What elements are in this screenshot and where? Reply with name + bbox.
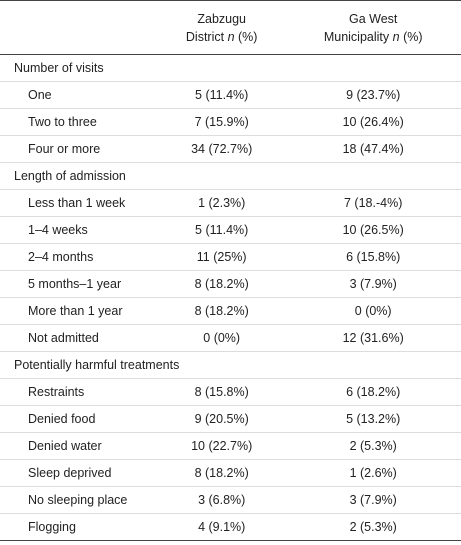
cell-value: 4 (9.1%) — [198, 520, 246, 534]
header-line: District — [185, 29, 225, 44]
cell-value: 0 (0%) — [158, 324, 286, 352]
cell-value: 34 (72.7%) — [158, 135, 286, 163]
cell-value: 6 (18.2%) — [285, 378, 461, 406]
cell-value: 8 (18.2%) — [158, 459, 286, 487]
row-label: Four or more — [0, 135, 158, 163]
cell-value: 6 (15.8%) — [285, 243, 461, 271]
data-row: Denied food 9 (20.5%) 5 (13.2%) — [0, 405, 461, 433]
cell-value: 10 (26.5%) — [285, 216, 461, 244]
cell-value: 3 (7.9%) — [285, 270, 461, 298]
data-row: Restraints 8 (15.8%) 6 (18.2%) — [0, 378, 461, 406]
data-row: Four or more 34 (72.7%) 18 (47.4%) — [0, 135, 461, 163]
cell-value: 2 (5.3%) — [285, 432, 461, 460]
row-label: Flogging — [28, 520, 76, 534]
cell-value: 7 (15.9%) — [158, 108, 286, 136]
row-label: Sleep deprived — [0, 459, 158, 487]
header-line: Municipality — [323, 29, 390, 44]
cell-value: 1 (2.6%) — [285, 459, 461, 487]
data-row: No sleeping place 3 (6.8%) 3 (7.9%) — [0, 486, 461, 514]
header-unit: (%) — [238, 29, 258, 44]
row-label: Restraints — [0, 378, 158, 406]
cell-value: 10 (22.7%) — [158, 432, 286, 460]
row-label: Less than 1 week — [0, 189, 158, 217]
header-line: Ga West — [348, 11, 398, 26]
header-italic: n — [227, 29, 235, 44]
data-row: Two to three 7 (15.9%) 10 (26.4%) — [0, 108, 461, 136]
row-label: More than 1 year — [0, 297, 158, 325]
data-row: Less than 1 week 1 (2.3%) 7 (18.-4%) — [0, 189, 461, 217]
row-label: Not admitted — [0, 324, 158, 352]
row-label: No sleeping place — [0, 486, 158, 514]
row-label: Denied food — [0, 405, 158, 433]
data-row: 2–4 months 11 (25%) 6 (15.8%) — [0, 243, 461, 271]
cell-value: 3 (7.9%) — [285, 486, 461, 514]
row-label: Two to three — [0, 108, 158, 136]
cell-value: 9 (23.7%) — [285, 81, 461, 109]
data-row: 1–4 weeks 5 (11.4%) 10 (26.5%) — [0, 216, 461, 244]
header-line: Zabzugu — [197, 11, 247, 26]
row-label: 2–4 months — [0, 243, 158, 271]
cell-value: 18 (47.4%) — [285, 135, 461, 163]
cell-value: 10 (26.4%) — [285, 108, 461, 136]
header-unit: (%) — [403, 29, 423, 44]
cell-value: 7 (18.-4%) — [285, 189, 461, 217]
section-title: Potentially harmful treatments — [0, 351, 461, 379]
cell-value: 3 (6.8%) — [158, 486, 286, 514]
cell-value: 5 (11.4%) — [158, 216, 286, 244]
section-title: Number of visits — [0, 54, 461, 82]
cell-value: 9 (20.5%) — [158, 405, 286, 433]
section-row: Length of admission — [0, 162, 461, 190]
row-label: 5 months–1 year — [0, 270, 158, 298]
column-header: Zabzugu District n (%) — [158, 0, 286, 55]
cell-value: 11 (25%) — [158, 243, 286, 271]
row-label: Denied water — [0, 432, 158, 460]
column-header: Ga West Municipality n (%) — [285, 0, 461, 55]
header-italic: n — [392, 29, 400, 44]
cell-value: 2 (5.3%) — [349, 520, 397, 534]
cell-value: 12 (31.6%) — [285, 324, 461, 352]
cell-value: 5 (13.2%) — [285, 405, 461, 433]
data-row: Denied water 10 (22.7%) 2 (5.3%) — [0, 432, 461, 460]
header-row: Zabzugu District n (%) Ga West Municipality… — [0, 0, 461, 55]
cell-value: 8 (18.2%) — [158, 270, 286, 298]
section-row: Number of visits — [0, 54, 461, 82]
cell-value: 8 (18.2%) — [158, 297, 286, 325]
data-row: Flogging 4 (9.1%) 2 (5.3%) — [0, 514, 461, 541]
cell-value: 1 (2.3%) — [158, 189, 286, 217]
data-row: 5 months–1 year 8 (18.2%) 3 (7.9%) — [0, 270, 461, 298]
header-blank — [0, 0, 158, 55]
data-row: More than 1 year 8 (18.2%) 0 (0%) — [0, 297, 461, 325]
cell-value: 5 (11.4%) — [158, 81, 286, 109]
cell-value: 0 (0%) — [285, 297, 461, 325]
data-row: Not admitted 0 (0%) 12 (31.6%) — [0, 324, 461, 352]
section-row: Potentially harmful treatments — [0, 351, 461, 379]
row-label: One — [0, 81, 158, 109]
data-row: Sleep deprived 8 (18.2%) 1 (2.6%) — [0, 459, 461, 487]
row-label: 1–4 weeks — [0, 216, 158, 244]
cell-value: 8 (15.8%) — [158, 378, 286, 406]
section-title: Length of admission — [0, 162, 461, 190]
data-row: One 5 (11.4%) 9 (23.7%) — [0, 81, 461, 109]
